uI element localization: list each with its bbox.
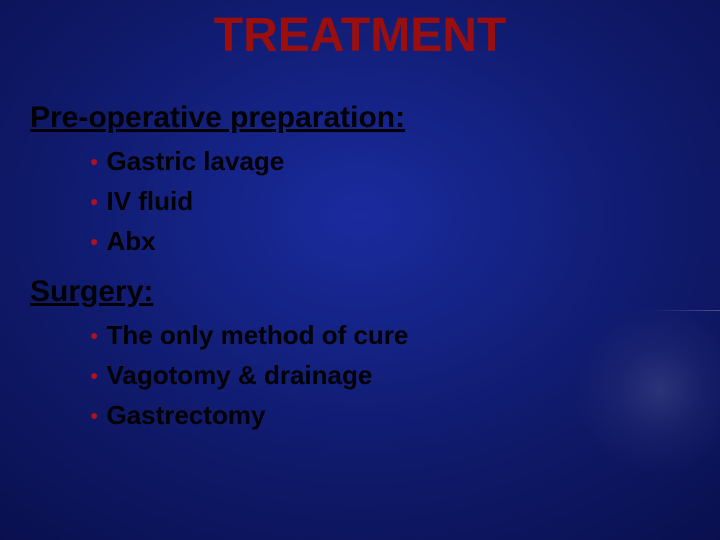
bullet-item: ● IV fluid bbox=[90, 181, 720, 221]
slide-title: TREATMENT bbox=[0, 0, 720, 63]
bullet-text: IV fluid bbox=[106, 181, 193, 221]
bullet-text: The only method of cure bbox=[106, 315, 408, 355]
bullet-icon: ● bbox=[90, 368, 98, 382]
bullet-text: Vagotomy & drainage bbox=[106, 355, 372, 395]
bullet-item: ● Vagotomy & drainage bbox=[90, 355, 720, 395]
bullet-icon: ● bbox=[90, 234, 98, 248]
bullet-text: Gastrectomy bbox=[106, 395, 265, 435]
bullet-list-preop: ● Gastric lavage ● IV fluid ● Abx bbox=[90, 141, 720, 261]
bullet-item: ● Gastric lavage bbox=[90, 141, 720, 181]
bullet-item: ● Gastrectomy bbox=[90, 395, 720, 435]
bullet-item: ● The only method of cure bbox=[90, 315, 720, 355]
bullet-text: Gastric lavage bbox=[106, 141, 284, 181]
bullet-icon: ● bbox=[90, 154, 98, 168]
lens-line-decoration bbox=[650, 310, 720, 311]
bullet-text: Abx bbox=[106, 221, 155, 261]
bullet-icon: ● bbox=[90, 194, 98, 208]
section-heading-surgery: Surgery: bbox=[30, 275, 720, 309]
bullet-item: ● Abx bbox=[90, 221, 720, 261]
bullet-icon: ● bbox=[90, 328, 98, 342]
slide-container: TREATMENT Pre-operative preparation: ● G… bbox=[0, 0, 720, 540]
section-heading-preop: Pre-operative preparation: bbox=[30, 101, 720, 135]
bullet-icon: ● bbox=[90, 408, 98, 422]
bullet-list-surgery: ● The only method of cure ● Vagotomy & d… bbox=[90, 315, 720, 435]
